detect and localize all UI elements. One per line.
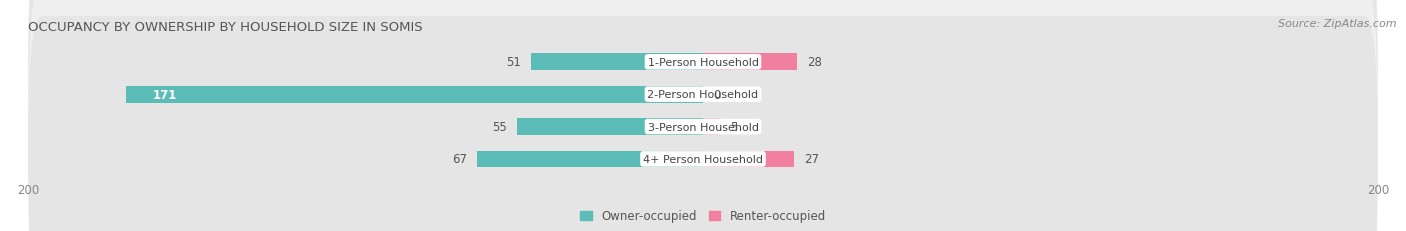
Legend: Owner-occupied, Renter-occupied: Owner-occupied, Renter-occupied [575,205,831,227]
Text: 1-Person Household: 1-Person Household [648,58,758,67]
Text: 3-Person Household: 3-Person Household [648,122,758,132]
Text: 5: 5 [730,121,737,134]
Bar [531,54,703,71]
FancyBboxPatch shape [28,0,1378,231]
Text: 51: 51 [506,56,520,69]
FancyBboxPatch shape [28,0,1378,231]
Bar [477,151,703,168]
Bar [703,54,797,71]
FancyBboxPatch shape [28,17,1378,231]
Text: 27: 27 [804,153,820,166]
FancyBboxPatch shape [28,0,1378,205]
Bar [517,119,703,135]
Text: 0: 0 [713,88,720,101]
Bar [127,86,703,103]
Text: 55: 55 [492,121,508,134]
Text: 171: 171 [153,88,177,101]
Text: 2-Person Household: 2-Person Household [647,90,759,100]
Bar [703,119,720,135]
Text: 67: 67 [451,153,467,166]
Text: OCCUPANCY BY OWNERSHIP BY HOUSEHOLD SIZE IN SOMIS: OCCUPANCY BY OWNERSHIP BY HOUSEHOLD SIZE… [28,21,423,33]
Text: 4+ Person Household: 4+ Person Household [643,154,763,164]
Bar [703,151,794,168]
Text: Source: ZipAtlas.com: Source: ZipAtlas.com [1278,18,1396,28]
Text: 28: 28 [807,56,823,69]
